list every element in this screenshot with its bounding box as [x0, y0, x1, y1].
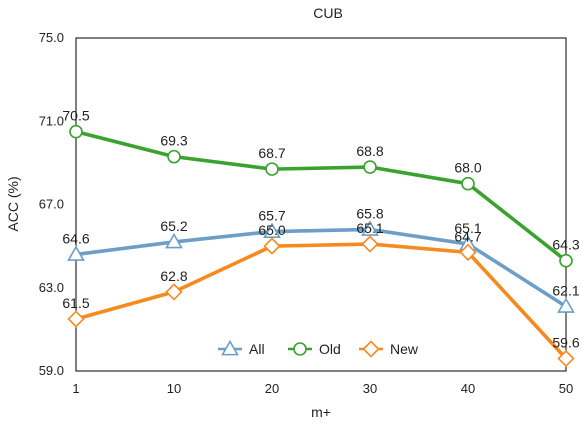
series-line-all: [75, 227, 567, 308]
data-point-new: [361, 235, 379, 253]
x-tick-label: 10: [167, 381, 181, 396]
data-point-old: [363, 160, 377, 174]
x-axis-label: m+: [311, 404, 331, 420]
x-tick-label: 1: [72, 381, 79, 396]
data-point-old: [69, 124, 83, 139]
data-label-new: 62.8: [160, 268, 187, 284]
data-labels: 64.665.265.7 65.865.162.170.569.368.7 68.8…: [62, 108, 579, 351]
data-label-new: 65.0: [258, 222, 285, 238]
data-label-old: 68.0: [454, 160, 481, 176]
legend-label-old: Old: [319, 341, 341, 357]
y-tick-label: 75.0: [39, 30, 64, 45]
data-label-old: 64.3: [552, 237, 579, 253]
legend-label-all: All: [249, 341, 265, 357]
y-tick-label: 63.0: [39, 280, 64, 295]
data-label-all: 65.7: [258, 208, 285, 224]
data-point-new: [557, 349, 575, 368]
legend-marker-old: [293, 342, 307, 356]
plot-area-frame: [75, 37, 567, 372]
data-label-new: 65.1: [356, 220, 383, 236]
data-point-all: [165, 232, 183, 249]
series-line-new: [75, 242, 568, 360]
legend-marker-all: [221, 339, 239, 356]
data-point-all: [263, 222, 281, 238]
x-tick-label: 30: [363, 381, 377, 396]
data-label-old: 69.3: [160, 133, 187, 149]
data-point-old: [559, 253, 573, 268]
x-tick-label: 50: [559, 381, 573, 396]
series-group: [67, 124, 575, 368]
data-point-new: [263, 237, 281, 255]
y-tick-labels: 59.0 63.0 67.0 71.0 75.0: [39, 30, 64, 378]
data-label-all: 64.6: [62, 230, 89, 246]
legend-label-new: New: [390, 341, 419, 357]
x-tick-label: 20: [265, 381, 279, 396]
y-axis-label: ACC (%): [5, 176, 21, 231]
data-point-all: [67, 245, 85, 261]
data-point-new: [165, 283, 183, 301]
data-label-old: 70.5: [62, 108, 89, 124]
series-line-old: [75, 129, 568, 263]
data-label-new: 59.6: [552, 335, 579, 351]
data-label-new: 61.5: [62, 295, 89, 311]
x-tick-label: 40: [461, 381, 475, 396]
data-label-all: 65.2: [160, 218, 187, 234]
data-point-new: [459, 243, 477, 262]
data-label-new: 64.7: [454, 228, 481, 244]
data-point-old: [167, 149, 181, 164]
data-label-all: 65.8: [356, 205, 383, 221]
data-label-old: 68.8: [356, 143, 383, 159]
data-point-old: [265, 162, 279, 176]
data-label-all: 62.1: [552, 282, 579, 298]
legend-marker-new: [362, 340, 380, 358]
y-tick-label: 67.0: [39, 197, 64, 212]
data-point-all: [361, 220, 379, 236]
data-label-all: 65.1: [454, 220, 481, 236]
data-label-old: 68.7: [258, 145, 285, 161]
x-tick-labels: 1 10 20 30 40 50: [72, 381, 573, 396]
data-point-old: [461, 176, 475, 191]
data-point-all: [557, 297, 575, 313]
chart-title: CUB: [313, 5, 343, 21]
data-point-new: [67, 310, 85, 328]
legend: All Old New: [218, 339, 419, 358]
y-tick-label: 71.0: [39, 113, 64, 128]
y-tick-label: 59.0: [39, 363, 64, 378]
